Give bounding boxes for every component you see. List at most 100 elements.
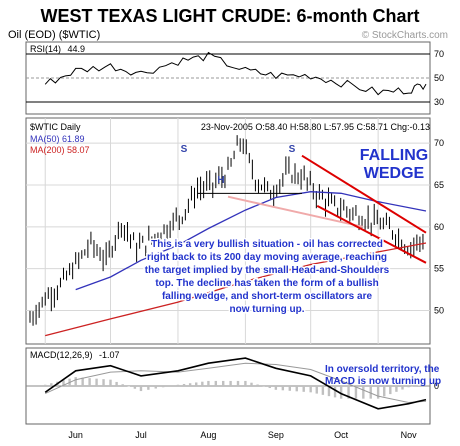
legend-ma50: MA(50) 61.89: [30, 134, 85, 144]
macd-histogram-bar: [102, 379, 105, 386]
macd-histogram-bar: [50, 383, 53, 386]
macd-histogram-bar: [88, 378, 91, 386]
annotation-line-2: right back to its 200 day moving average…: [147, 252, 387, 263]
price-y-tick-label: 55: [434, 264, 444, 274]
macd-histogram-bar: [74, 377, 77, 386]
macd-histogram-bar: [383, 386, 386, 397]
macd-histogram-bar: [214, 380, 218, 386]
macd-histogram-bar: [295, 386, 298, 392]
macd-histogram-bar: [222, 380, 225, 386]
macd-zero-label: 0: [434, 381, 439, 391]
main-annotation: This is a very bullish situation - oil h…: [143, 238, 391, 317]
rsi-layer: 70 50 30: [26, 49, 444, 107]
macd-histogram-bar: [407, 386, 410, 388]
macd-histogram-bar: [288, 386, 291, 391]
chart-subtitle: Oil (EOD) ($WTIC): [8, 29, 100, 41]
macd-histogram-bar: [389, 386, 392, 395]
macd-histogram-bar: [127, 386, 130, 387]
annotation-line-5: falling wedge, and short-term oscillator…: [162, 291, 372, 302]
macd-histogram-bar: [250, 382, 253, 386]
ma50-line: [75, 191, 427, 291]
left-shoulder-label: S: [181, 144, 188, 155]
x-tick-label: Jul: [135, 430, 147, 440]
macd-histogram-bar: [347, 386, 350, 399]
macd-histogram-bar: [161, 386, 165, 388]
ma200-line: [45, 242, 427, 337]
macd-signal-line: [44, 362, 427, 404]
annotation-line-6: now turning up.: [230, 304, 305, 315]
macd-histogram-bar: [327, 386, 331, 397]
macd-histogram-bar: [354, 386, 358, 399]
macd-histogram-bar: [154, 386, 157, 389]
ticker-label: $WTIC Daily: [30, 122, 81, 132]
x-tick-label: Aug: [200, 430, 216, 440]
price-y-tick-label: 60: [434, 222, 444, 232]
macd-histogram-bar: [256, 384, 259, 386]
annotation-line-4: top. The decline has taken the form of a…: [155, 278, 378, 289]
rsi-last-value: 44.9: [68, 44, 86, 54]
x-tick-label: Jun: [68, 430, 83, 440]
macd-histogram-bar: [309, 386, 312, 393]
macd-annotation: In oversold territory, the MACD is now t…: [325, 364, 441, 387]
macd-histogram-bar: [410, 386, 414, 387]
macd-annotation-line-1: In oversold territory, the: [325, 364, 440, 375]
macd-histogram-bar: [362, 386, 365, 399]
macd-histogram-bar: [139, 386, 143, 392]
right-shoulder-label: S: [289, 144, 296, 155]
macd-line: [44, 357, 427, 410]
macd-histogram-bar: [401, 386, 404, 390]
macd-histogram-bar: [268, 386, 271, 389]
macd-histogram-bar: [195, 382, 198, 386]
annotation-line-1: This is a very bullish situation - oil h…: [151, 239, 383, 250]
price-y-tick-label: 50: [434, 306, 444, 316]
macd-histogram-bar: [147, 386, 150, 390]
macd-annotation-line-2: MACD is now turning up: [325, 376, 441, 387]
rsi-label-name: RSI(14): [30, 44, 61, 54]
wedge-title-2: WEDGE: [364, 165, 425, 182]
wedge-title-1: FALLING: [360, 147, 428, 164]
macd-label-name: MACD(12,26,9): [30, 350, 93, 360]
macd-histogram-bar: [395, 386, 398, 392]
annotation-line-3: the target implied by the small Head-and…: [145, 265, 390, 276]
head-label: H: [217, 175, 224, 186]
price-y-tick-label: 70: [434, 138, 444, 148]
macd-histogram-bar: [274, 386, 278, 390]
rsi-label: RSI(14) 44.9: [30, 44, 85, 54]
rsi-tick-label: 30: [434, 97, 444, 107]
macd-histogram-bar: [376, 386, 380, 399]
macd-histogram-bar: [302, 386, 305, 392]
macd-histogram-bar: [62, 380, 65, 386]
wedge-upper-line: [301, 154, 427, 234]
macd-histogram-bar: [369, 386, 372, 399]
macd-label: MACD(12,26,9) -1.07: [30, 350, 120, 360]
macd-histogram-bar: [176, 384, 180, 386]
wedge-lower-line: [316, 205, 427, 264]
rsi-line: [44, 51, 427, 96]
neckline: [227, 195, 364, 228]
x-axis: Jun Jul Aug Sep Oct Nov: [68, 430, 417, 440]
price-panel-frame: [25, 117, 431, 345]
macd-histogram-bar: [188, 383, 192, 386]
macd-histogram-bar: [109, 379, 112, 386]
legend-ma200: MA(200) 58.07: [30, 145, 90, 155]
macd-histogram-bar: [95, 378, 98, 386]
price-layer: 50 55 60 65 70: [26, 118, 444, 344]
macd-histogram-bar: [201, 381, 204, 386]
macd-histogram-bar: [207, 380, 210, 386]
macd-histogram-bar: [236, 380, 240, 386]
info-line: 23-Nov-2005 O:58.40 H:58.80 L:57.95 C:58…: [201, 122, 430, 132]
macd-histogram-bar: [121, 384, 124, 386]
x-tick-label: Nov: [401, 430, 418, 440]
macd-histogram-bar: [421, 384, 424, 386]
macd-histogram-bar: [229, 380, 232, 386]
macd-histogram-bar: [315, 386, 318, 394]
rsi-tick-label: 50: [434, 73, 444, 83]
macd-histogram-bar: [115, 381, 118, 386]
rsi-tick-label: 70: [434, 49, 444, 59]
chart-title: WEST TEXAS LIGHT CRUDE: 6-month Chart: [41, 6, 420, 26]
macd-histogram-bar: [244, 380, 247, 386]
x-tick-label: Oct: [334, 430, 349, 440]
macd-histogram-bar: [44, 384, 47, 386]
watermark: © StockCharts.com: [362, 30, 448, 41]
